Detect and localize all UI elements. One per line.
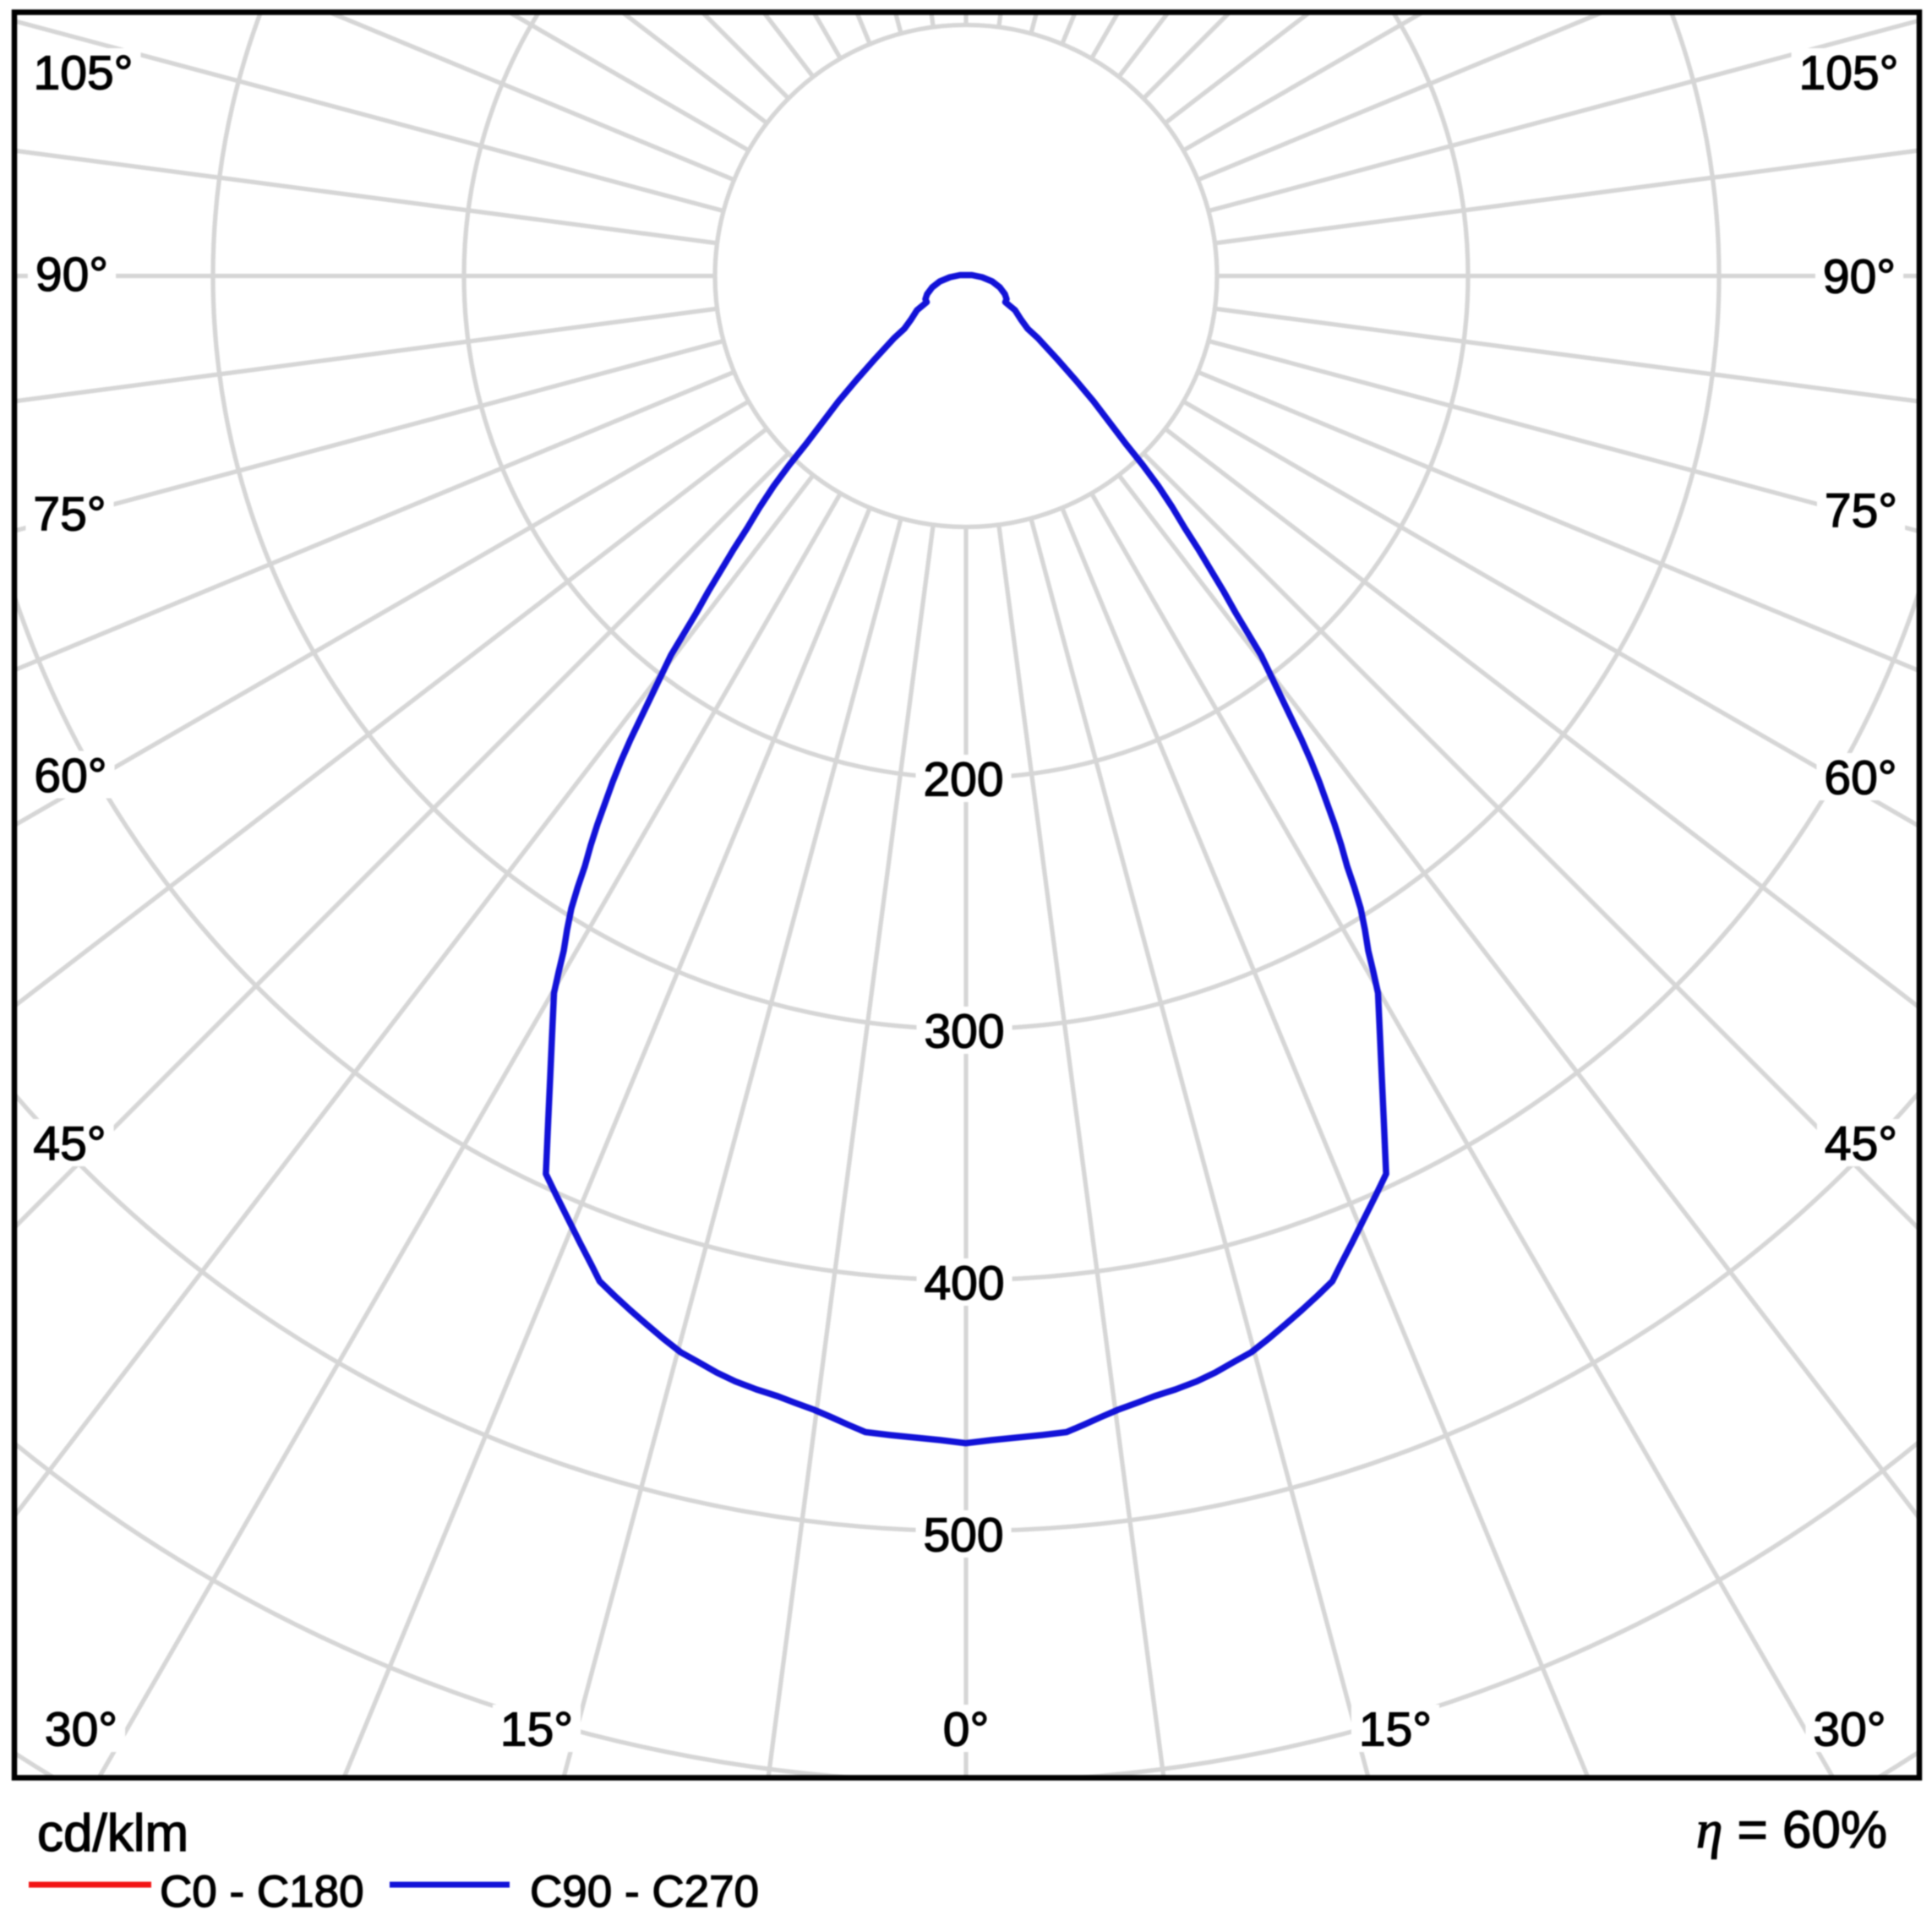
svg-text:45°: 45° bbox=[1825, 1117, 1897, 1171]
svg-text:60°: 60° bbox=[34, 749, 106, 803]
svg-text:η = 60%: η = 60% bbox=[1696, 1800, 1887, 1859]
svg-text:105°: 105° bbox=[1799, 46, 1899, 101]
svg-text:15°: 15° bbox=[500, 1703, 573, 1757]
svg-text:30°: 30° bbox=[45, 1703, 117, 1757]
svg-text:0°: 0° bbox=[943, 1703, 990, 1757]
svg-text:105°: 105° bbox=[34, 46, 134, 101]
svg-text:300: 300 bbox=[924, 1005, 1004, 1059]
svg-text:90°: 90° bbox=[35, 248, 108, 302]
svg-text:45°: 45° bbox=[33, 1117, 106, 1171]
svg-text:30°: 30° bbox=[1813, 1703, 1886, 1757]
svg-text:75°: 75° bbox=[33, 488, 106, 542]
svg-text:500: 500 bbox=[923, 1509, 1003, 1563]
svg-text:15°: 15° bbox=[1359, 1703, 1432, 1757]
svg-text:60°: 60° bbox=[1824, 751, 1897, 805]
svg-text:C90 - C270: C90 - C270 bbox=[530, 1867, 759, 1917]
svg-text:90°: 90° bbox=[1823, 250, 1896, 304]
svg-text:200: 200 bbox=[923, 753, 1003, 807]
svg-text:cd/klm: cd/klm bbox=[37, 1804, 188, 1863]
svg-text:C0 - C180: C0 - C180 bbox=[160, 1867, 364, 1917]
svg-text:75°: 75° bbox=[1825, 484, 1897, 538]
svg-text:400: 400 bbox=[924, 1257, 1004, 1311]
